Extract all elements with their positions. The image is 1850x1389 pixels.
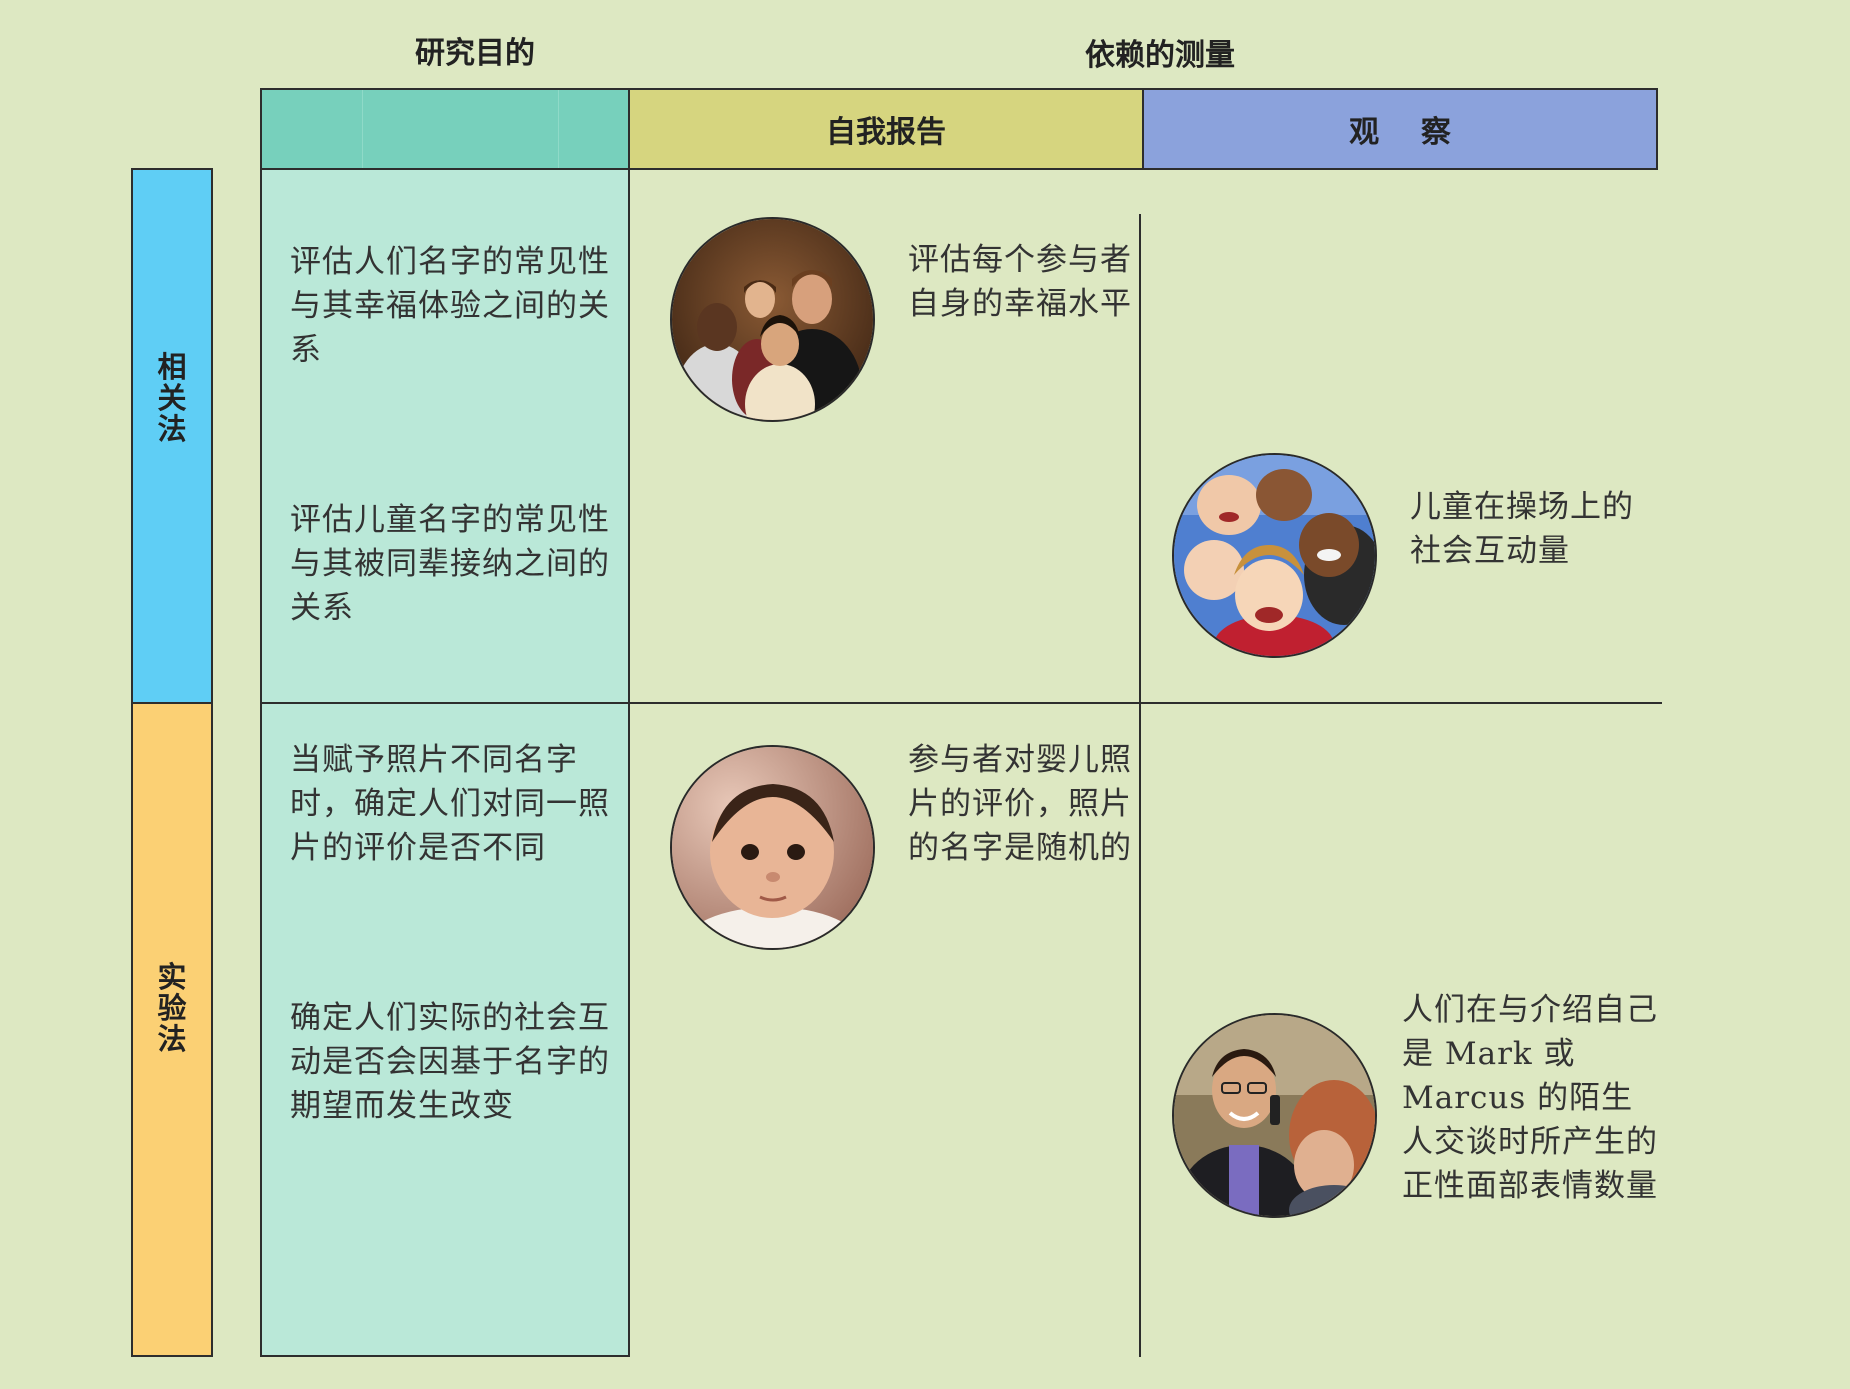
correlational-bar: 相 关 法: [131, 168, 213, 704]
measure-text-self-report-2: 参与者对婴儿照片的评价，照片的名字是随机的: [908, 742, 1132, 866]
children-photo: [1172, 453, 1377, 658]
measure-text-self-report-1: 评估每个参与者自身的幸福水平: [908, 242, 1132, 322]
conversation-photo: [1172, 1013, 1377, 1218]
measure-heading: 依赖的测量: [1085, 38, 1235, 73]
purpose-heading: 研究目的: [415, 36, 535, 71]
group-photo: [670, 217, 875, 422]
experimental-bar: 实 验 法: [131, 702, 213, 1357]
self-report-header: 自我报告: [628, 88, 1144, 170]
measure-text-observation-1: 儿童在操场上的社会互动量: [1410, 489, 1634, 569]
purpose-header-band: [260, 88, 630, 170]
purpose-text-2: 评估儿童名字的常见性与其被同辈接纳之间的关系: [290, 502, 610, 626]
column-divider: [1139, 214, 1141, 1357]
purpose-text-1: 评估人们名字的常见性与其幸福体验之间的关系: [290, 244, 610, 368]
correlational-label: 相 关 法: [157, 350, 187, 446]
purpose-text-3: 当赋予照片不同名字时，确定人们对同一照片的评价是否不同: [290, 742, 610, 866]
experimental-label: 实 验 法: [157, 960, 187, 1056]
purpose-column: [260, 168, 630, 1357]
observation-header: 观 察: [1142, 88, 1658, 170]
purpose-text-4: 确定人们实际的社会互动是否会因基于名字的期望而发生改变: [290, 1000, 610, 1124]
measure-text-observation-2: 人们在与介绍自己是 Mark 或 Marcus 的陌生人交谈时所产生的正性面部表…: [1402, 992, 1658, 1204]
baby-photo: [670, 745, 875, 950]
row-divider: [260, 702, 1662, 704]
